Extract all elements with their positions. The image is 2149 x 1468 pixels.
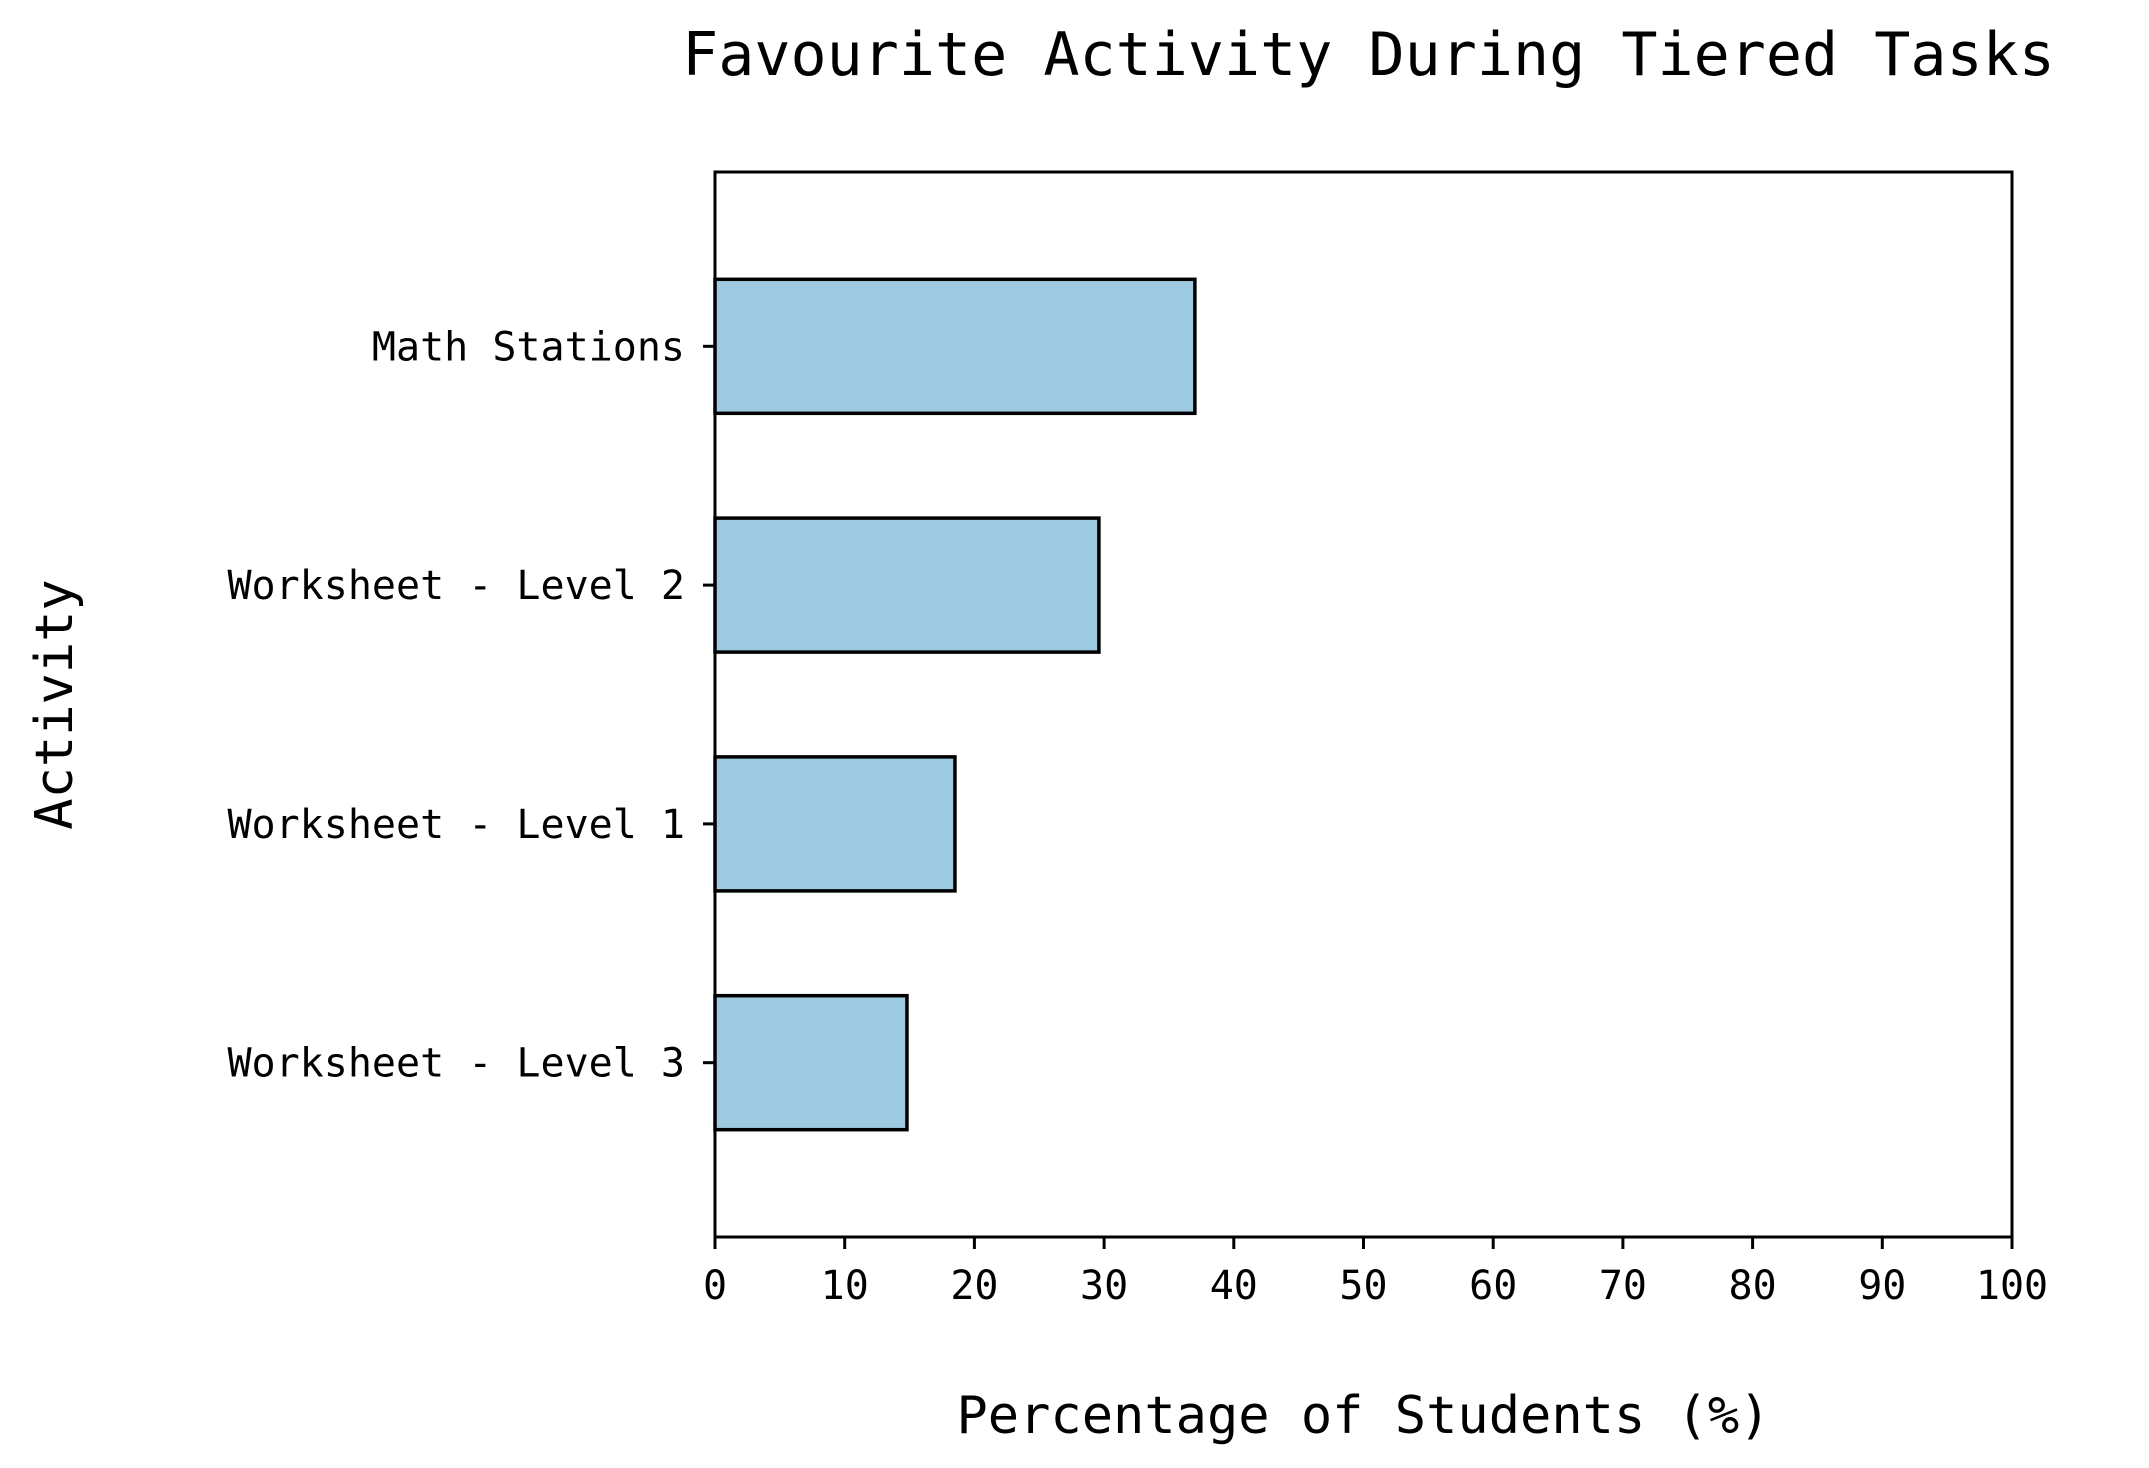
- x-tick-label: 90: [1858, 1263, 1906, 1309]
- chart-title: Favourite Activity During Tiered Tasks: [682, 20, 2055, 90]
- y-axis: Worksheet - Level 3 Worksheet - Level 1 Wo…: [227, 324, 715, 1087]
- bar-math-stations: [713, 277, 1197, 416]
- y-tick-label: Math Stations: [372, 324, 685, 370]
- bar-worksheet-level-3: [713, 993, 909, 1132]
- x-tick-label: 80: [1729, 1263, 1777, 1309]
- x-tick-label: 100: [1976, 1263, 2048, 1309]
- bar-worksheet-level-2: [713, 516, 1101, 654]
- x-tick-label: 0: [703, 1263, 727, 1309]
- x-tick-label: 60: [1469, 1263, 1517, 1309]
- x-tick-label: 50: [1339, 1263, 1387, 1309]
- x-tick-label: 30: [1080, 1263, 1128, 1309]
- x-tick-label: 10: [821, 1263, 869, 1309]
- y-axis-label: Activity: [25, 579, 85, 829]
- y-tick-label: Worksheet - Level 3: [227, 1041, 685, 1087]
- x-tick-label: 20: [950, 1263, 998, 1309]
- bar-worksheet-level-1: [713, 755, 957, 893]
- x-axis: 0 10 20 30 40 50 60 70 80 90 100: [703, 1237, 2048, 1309]
- y-tick-label: Worksheet - Level 2: [227, 563, 685, 609]
- y-tick-label: Worksheet - Level 1: [227, 802, 685, 848]
- bars-layer: [713, 277, 1197, 1132]
- x-tick-label: 40: [1210, 1263, 1258, 1309]
- x-axis-label: Percentage of Students (%): [957, 1386, 1771, 1446]
- x-tick-label: 70: [1599, 1263, 1647, 1309]
